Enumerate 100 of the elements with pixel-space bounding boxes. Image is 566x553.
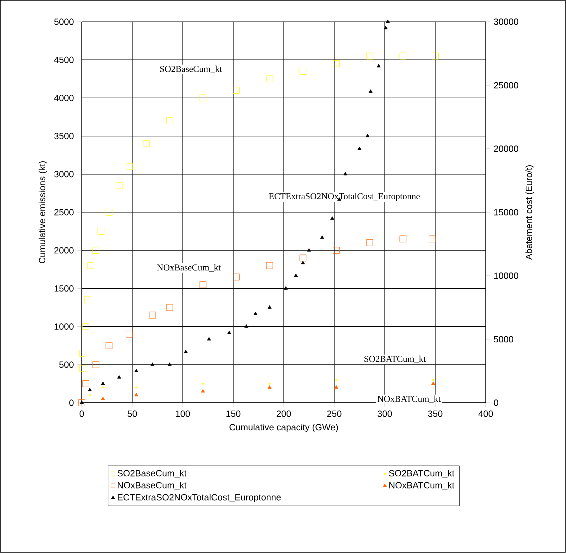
point: [134, 369, 138, 372]
annotation: NOxBaseCum_kt: [157, 264, 222, 272]
point: [333, 60, 340, 68]
point: [92, 247, 100, 254]
point: [366, 240, 374, 246]
point: [344, 172, 348, 176]
point: [358, 146, 362, 150]
legend-label: SO2BaseCum_kt: [118, 470, 187, 478]
point: [377, 64, 381, 68]
point: [330, 216, 334, 220]
point: [334, 386, 338, 389]
y-tick-label: 0: [70, 400, 74, 406]
point: [150, 362, 155, 366]
point: [432, 52, 439, 60]
point: [143, 140, 150, 148]
point: [80, 350, 86, 357]
point: [228, 330, 232, 334]
point: [301, 261, 306, 264]
y2-tick-label: 15000: [494, 209, 518, 216]
point: [254, 312, 258, 316]
x-tick-label: 200: [276, 410, 292, 418]
point: [320, 236, 324, 240]
point: [84, 296, 92, 304]
y-tick-label: 2500: [54, 209, 74, 216]
y2-tick-label: 30000: [494, 18, 518, 26]
point: [266, 76, 274, 83]
point: [432, 382, 436, 386]
point: [284, 286, 288, 290]
point: [368, 90, 373, 94]
legend-label: ECTExtraSO2NOxTotalCost_Europtonne: [118, 494, 281, 502]
point: [300, 68, 307, 75]
y-tick-label: 5000: [54, 18, 74, 26]
x-tick-label: 250: [327, 410, 342, 418]
point: [106, 342, 113, 350]
point: [88, 262, 94, 270]
x-axis-title: Cumulative capacity (GWe): [230, 424, 338, 432]
point: [117, 375, 122, 379]
y2-tick-label: 10000: [494, 272, 518, 280]
point: [184, 350, 188, 354]
point: [101, 382, 106, 386]
point: [429, 236, 436, 243]
point: [82, 380, 90, 388]
x-tick-label: 400: [478, 410, 494, 418]
point: [126, 331, 133, 338]
x-tick-label: 0: [80, 410, 84, 418]
point: [233, 274, 240, 281]
point: [200, 94, 207, 102]
x-tick-label: 100: [176, 410, 190, 418]
point: [92, 361, 100, 368]
legend-label: NOxBaseCum_kt: [118, 482, 187, 490]
x-tick-label: 300: [378, 410, 392, 418]
x-tick-label: 150: [226, 410, 241, 418]
point: [300, 254, 307, 262]
annotation: ECTExtraSO2NOxTotalCost_Europtonne: [269, 193, 420, 202]
y-tick-label: 2000: [54, 247, 74, 254]
point: [266, 262, 274, 270]
point: [233, 87, 240, 94]
y-tick-label: 3000: [54, 171, 74, 178]
point: [268, 386, 272, 389]
point: [400, 236, 407, 243]
point: [244, 324, 249, 328]
y-tick-label: 4500: [54, 56, 74, 64]
x-tick-label: 350: [428, 410, 443, 418]
point: [207, 337, 212, 341]
point: [134, 393, 138, 397]
annotation: NOxBATCum_kt: [378, 396, 441, 404]
point: [106, 209, 113, 216]
point: [116, 182, 123, 190]
y2-tick-label: 0: [494, 400, 498, 406]
point: [101, 396, 106, 400]
point: [166, 118, 174, 124]
y2-tick-label: 5000: [494, 336, 514, 343]
y2-axis-title: Abatement cost (Euro/t): [526, 166, 534, 260]
y2-tick-label: 25000: [494, 82, 518, 89]
point: [149, 312, 156, 319]
point: [384, 26, 388, 30]
point: [333, 247, 340, 254]
x-tick-label: 50: [128, 410, 138, 418]
point: [201, 389, 206, 393]
point: [168, 362, 172, 366]
point: [82, 323, 90, 330]
legend-label: NOxBATCum_kt: [390, 482, 455, 490]
point: [268, 306, 272, 309]
y-tick-label: 500: [60, 362, 74, 368]
y-tick-label: 4000: [54, 95, 74, 102]
point: [80, 365, 86, 372]
y2-tick-label: 20000: [494, 146, 518, 152]
point: [200, 281, 207, 288]
point: [386, 20, 390, 24]
point: [366, 134, 370, 138]
y-tick-label: 3500: [54, 133, 74, 140]
y-tick-label: 1500: [54, 285, 74, 292]
point: [400, 52, 407, 60]
point: [98, 228, 105, 235]
point: [294, 274, 298, 278]
y-axis-title: Cumulative emissions (kt): [38, 162, 48, 264]
point: [366, 52, 374, 60]
point: [166, 304, 174, 312]
annotation: SO2BaseCum_kt: [160, 66, 222, 74]
annotation: SO2BATCum_kt: [364, 356, 426, 364]
